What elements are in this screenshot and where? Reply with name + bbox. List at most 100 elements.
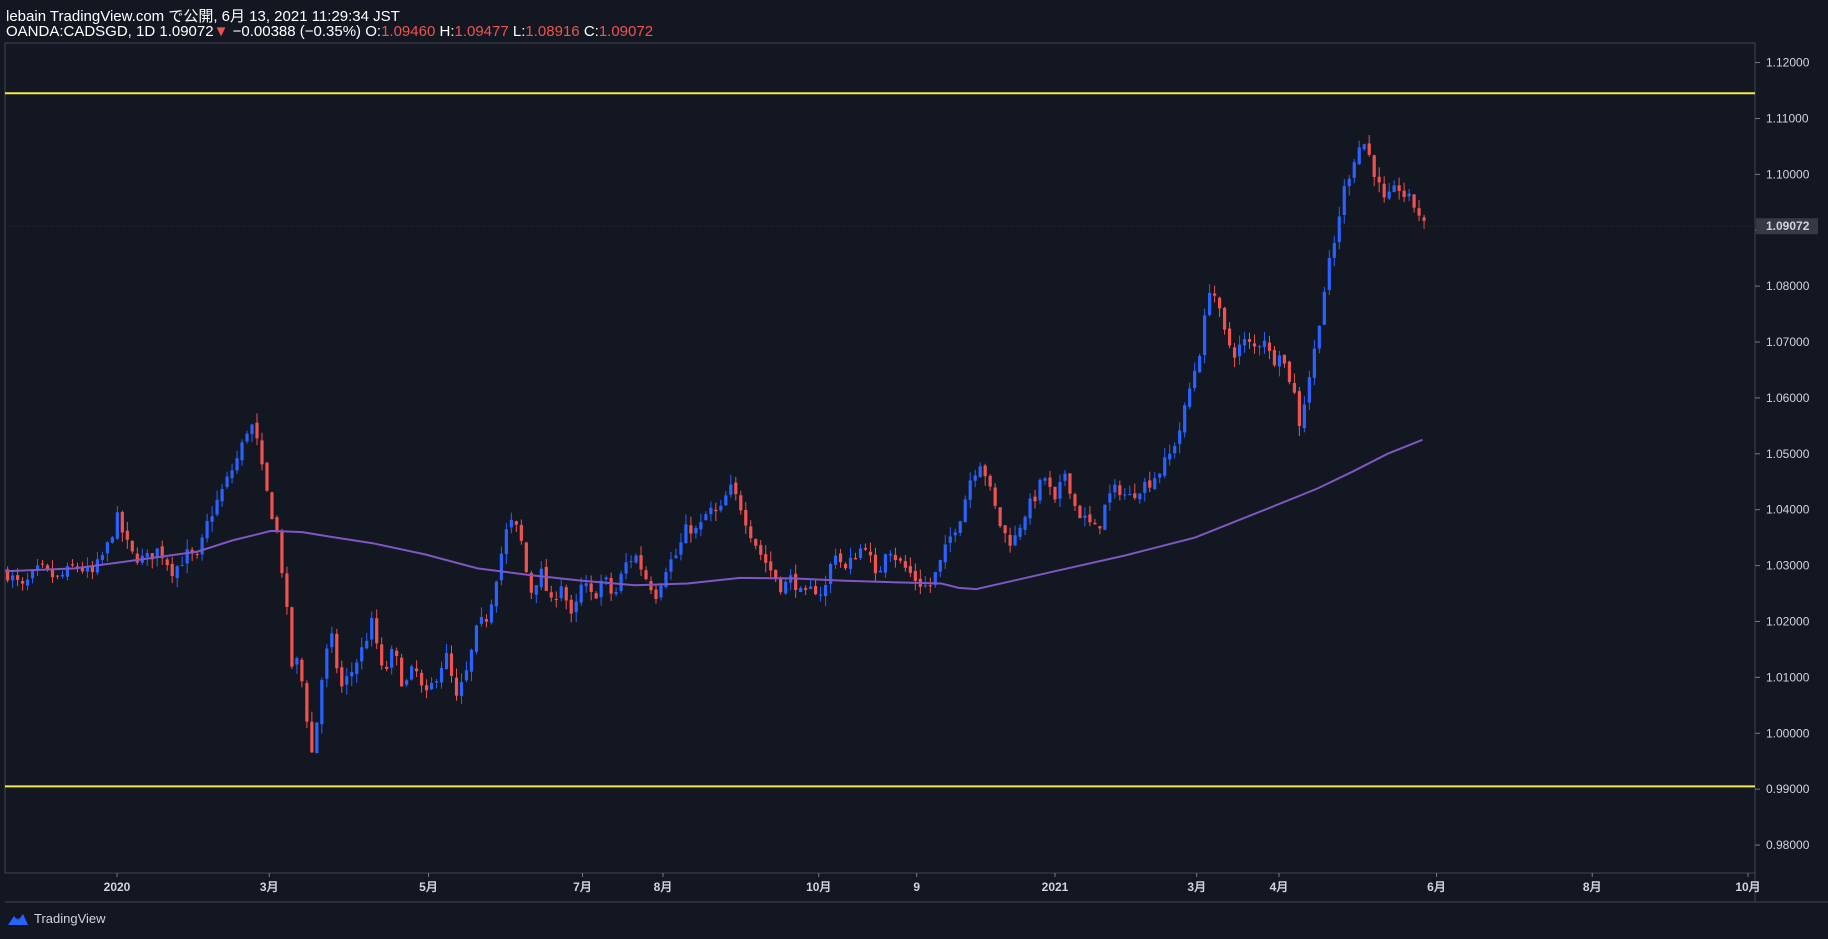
candle <box>1163 448 1167 479</box>
candle <box>469 648 474 682</box>
candle <box>1412 194 1416 213</box>
candle <box>1048 470 1052 496</box>
candle <box>1058 474 1062 508</box>
candle <box>350 662 354 687</box>
candle <box>1357 140 1361 165</box>
last-price-label: 1.09072 <box>1766 219 1810 233</box>
candle <box>769 551 773 577</box>
candle <box>235 450 239 474</box>
candle <box>579 577 583 606</box>
candle <box>499 546 503 586</box>
candle <box>878 566 883 573</box>
candle <box>744 502 748 535</box>
candle <box>375 609 379 650</box>
candle <box>285 566 289 615</box>
candle <box>779 576 783 595</box>
candle <box>434 678 439 689</box>
candle <box>405 678 409 687</box>
publish-info: lebain TradingView.com で公開, 6月 13, 2021 … <box>6 8 400 25</box>
candle <box>25 572 30 591</box>
candle <box>1183 402 1187 438</box>
candle <box>749 520 753 543</box>
candle <box>210 506 214 532</box>
footer-logo[interactable]: TradingView <box>6 911 106 926</box>
candle <box>290 606 294 669</box>
candle <box>1168 444 1172 466</box>
close-value: 1.09072 <box>598 23 654 40</box>
candle <box>729 474 733 498</box>
candle <box>1312 339 1316 386</box>
horizontal-lines[interactable] <box>5 92 1755 788</box>
candle <box>809 578 813 590</box>
candle <box>609 572 613 602</box>
candle <box>848 547 853 575</box>
candle <box>1227 321 1232 349</box>
price-axis[interactable]: 1.120001.110001.100001.090001.080001.070… <box>1755 56 1810 852</box>
candle <box>1148 471 1152 493</box>
candle <box>1337 206 1341 250</box>
candle <box>310 711 314 754</box>
close-label: C: <box>583 23 599 40</box>
candle <box>514 520 518 532</box>
candle <box>754 538 758 550</box>
candle <box>549 585 553 602</box>
candle <box>130 540 134 554</box>
candle <box>165 557 169 571</box>
price-tick-label: 1.07000 <box>1766 335 1810 349</box>
last-price-marker: 1.09072 <box>5 218 1818 235</box>
candle <box>280 528 284 578</box>
candle <box>464 661 469 683</box>
candle <box>853 552 858 560</box>
candle <box>614 587 618 597</box>
candle <box>370 611 374 647</box>
candle <box>454 668 459 701</box>
price-tick-label: 1.12000 <box>1766 56 1810 70</box>
candle <box>1063 469 1067 487</box>
candle <box>704 511 708 521</box>
candle <box>1387 182 1391 201</box>
candle <box>1118 480 1122 501</box>
candle <box>1213 285 1217 303</box>
candle <box>489 599 494 625</box>
candle <box>215 490 219 517</box>
price-tick-label: 0.99000 <box>1766 782 1810 796</box>
candle <box>799 586 803 593</box>
time-tick-label: 2020 <box>104 880 131 894</box>
candle <box>1272 345 1277 368</box>
candle <box>709 501 713 522</box>
candle <box>1028 493 1032 525</box>
plot-area-border <box>4 42 1756 874</box>
open-label: O: <box>365 23 382 40</box>
candle <box>1417 200 1421 222</box>
time-axis[interactable]: 2020 3月 5月 7月 8月 10月 9 2021 3月 4月 6月 8月 10月 <box>104 873 1761 894</box>
price-tick-label: 1.00000 <box>1766 726 1810 740</box>
candle <box>1073 492 1077 511</box>
time-tick-label: 4月 <box>1270 880 1289 894</box>
candle <box>784 579 788 595</box>
candle <box>35 558 40 577</box>
footer-brand: TradingView <box>34 911 106 926</box>
candle <box>1302 396 1306 433</box>
candle <box>873 547 878 582</box>
candle <box>1327 250 1331 296</box>
candle <box>355 659 359 683</box>
candle <box>1103 504 1107 531</box>
candle <box>559 578 563 602</box>
candle <box>1018 524 1022 541</box>
candle <box>100 551 104 564</box>
candle <box>295 656 299 674</box>
candle <box>679 533 683 561</box>
candle <box>245 430 249 444</box>
candle <box>380 637 384 670</box>
tradingview-logo-icon <box>8 913 28 925</box>
candle <box>1078 504 1082 519</box>
candle <box>120 510 124 542</box>
candle <box>659 582 663 601</box>
candle <box>415 660 419 678</box>
last-price-badge <box>1756 218 1818 235</box>
candle <box>410 664 414 681</box>
candle <box>1277 350 1282 377</box>
price-tick-label: 1.10000 <box>1766 167 1810 181</box>
candle <box>250 423 254 442</box>
